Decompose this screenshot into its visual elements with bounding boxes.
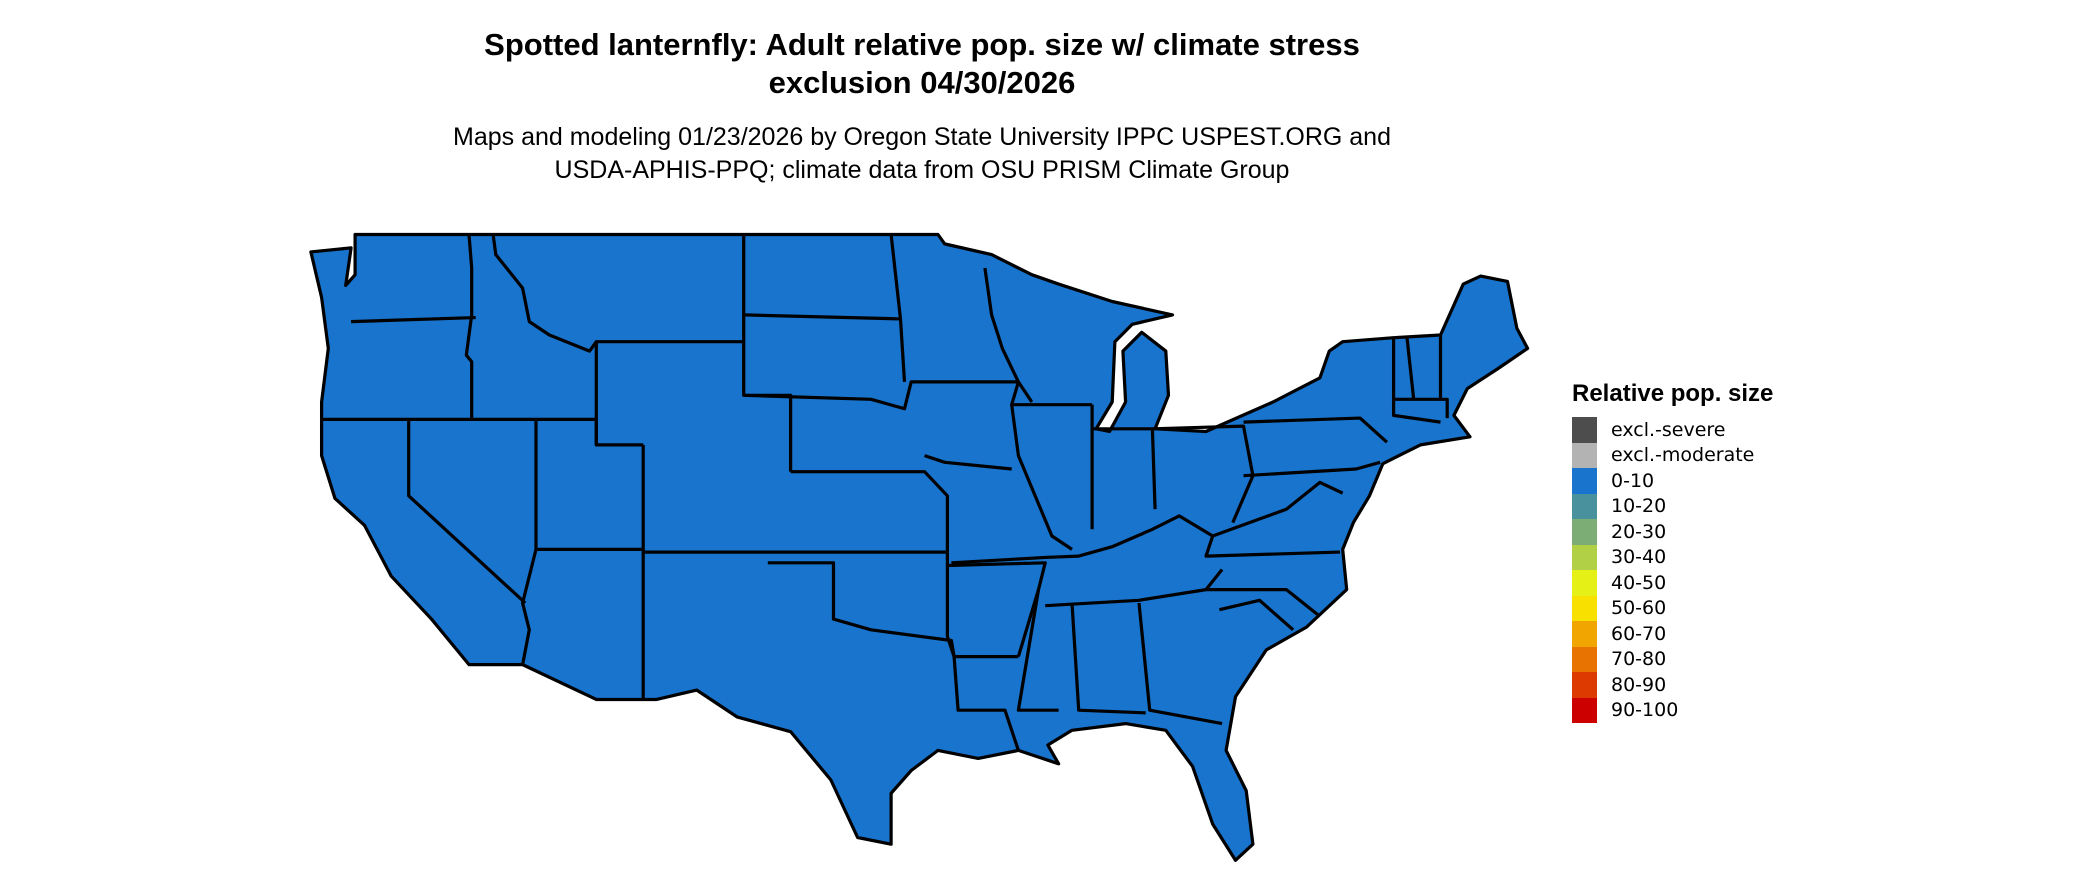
title-line-2: exclusion 04/30/2026: [768, 65, 1076, 100]
legend-label: 30-40: [1611, 546, 1667, 569]
legend-label: 40-50: [1611, 571, 1667, 594]
legend-item: 60-70: [1572, 621, 1773, 647]
state-borders: [321, 234, 1449, 751]
legend-swatch: [1572, 544, 1597, 570]
legend-label: excl.-severe: [1611, 418, 1726, 441]
legend-label: 0-10: [1611, 469, 1655, 492]
legend-swatch: [1572, 621, 1597, 647]
legend-title: Relative pop. size: [1572, 380, 1774, 407]
legend-swatch: [1572, 646, 1597, 672]
legend-label: 80-90: [1611, 673, 1667, 696]
legend-label: 20-30: [1611, 520, 1667, 543]
legend-item: 0-10: [1572, 468, 1773, 494]
legend-item: excl.-severe: [1572, 417, 1773, 443]
legend-label: 50-60: [1611, 597, 1667, 620]
legend-swatch: [1572, 595, 1597, 621]
legend-item: 20-30: [1572, 519, 1773, 545]
legend-swatch: [1572, 697, 1597, 723]
legend-swatch: [1572, 493, 1597, 519]
legend-label: 70-80: [1611, 648, 1667, 671]
legend-label: excl.-moderate: [1611, 444, 1755, 467]
us-outline: [309, 232, 1530, 862]
map-title: Spotted lanternfly: Adult relative pop. …: [0, 26, 1844, 102]
legend-swatch: [1572, 672, 1597, 698]
legend-item: 10-20: [1572, 493, 1773, 519]
legend-swatch: [1572, 417, 1597, 443]
map-subtitle: Maps and modeling 01/23/2026 by Oregon S…: [0, 121, 1844, 187]
legend-item: excl.-moderate: [1572, 442, 1773, 468]
legend-swatch: [1572, 442, 1597, 468]
legend-label: 60-70: [1611, 622, 1667, 645]
legend-item: 80-90: [1572, 672, 1773, 698]
legend-swatch: [1572, 468, 1597, 494]
legend-swatch: [1572, 570, 1597, 596]
legend-swatch: [1572, 519, 1597, 545]
legend-item: 30-40: [1572, 544, 1773, 570]
subtitle-line-1: Maps and modeling 01/23/2026 by Oregon S…: [453, 123, 1391, 151]
title-line-1: Spotted lanternfly: Adult relative pop. …: [484, 27, 1360, 62]
legend-item: 40-50: [1572, 570, 1773, 596]
legend-item: 90-100: [1572, 697, 1773, 723]
legend: Relative pop. size excl.-severe excl.-mod…: [1572, 380, 1773, 723]
legend-label: 10-20: [1611, 495, 1667, 518]
legend-label: 90-100: [1611, 699, 1679, 722]
legend-item: 50-60: [1572, 595, 1773, 621]
legend-item: 70-80: [1572, 646, 1773, 672]
subtitle-line-2: USDA-APHIS-PPQ; climate data from OSU PR…: [554, 156, 1290, 184]
